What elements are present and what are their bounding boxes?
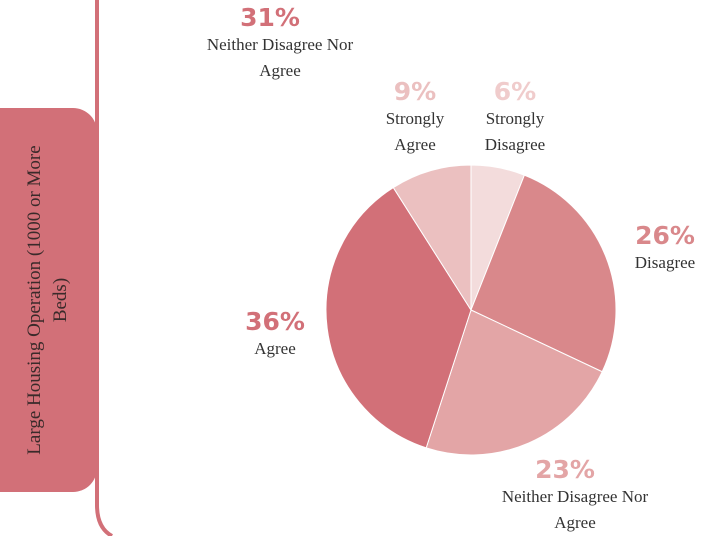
value-label: 36% — [245, 307, 305, 336]
pie-slice — [425, 309, 603, 456]
pie-slice — [325, 186, 472, 449]
category-label: Neither Disagree Nor Agree — [206, 35, 354, 80]
category-label: Disagree — [634, 253, 696, 272]
category-label: Neither Disagree Nor Agree — [501, 487, 649, 532]
slice-label: 31% Neither Disagree Nor Agree — [195, 3, 353, 84]
category-label: Strongly Disagree — [484, 109, 546, 154]
slice-label: 23% Neither Disagree Nor Agree — [490, 455, 648, 536]
slice-label: 6% Strongly Disagree — [440, 78, 590, 158]
value-label: 9% — [393, 77, 437, 106]
value-label: 6% — [493, 77, 537, 106]
pie-slice — [392, 164, 472, 312]
pie-slice — [470, 174, 617, 373]
value-label: 31% — [240, 3, 300, 32]
category-label: Agree — [254, 339, 296, 358]
slice-label: 36% Agree — [200, 308, 350, 362]
category-label: Strongly Agree — [385, 109, 445, 154]
value-label: 23% — [535, 455, 595, 484]
panel-label: Large Housing Operation (1000 or More Be… — [24, 145, 71, 455]
frame-line — [95, 0, 114, 536]
slice-label: 26% Disagree — [590, 222, 702, 276]
slice-label: 9% Strongly Agree — [340, 78, 490, 158]
panel-tab — [0, 108, 97, 492]
value-label: 26% — [635, 221, 695, 250]
